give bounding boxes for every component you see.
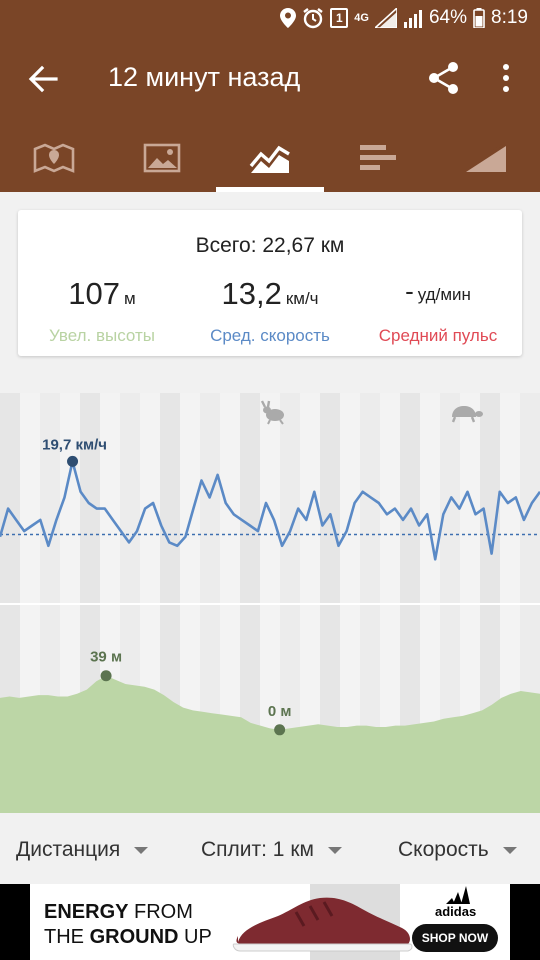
status-bar: 1 4G 64% 8:19	[0, 0, 540, 36]
elevation-area	[0, 675, 540, 813]
shoe-image	[232, 897, 413, 952]
speed-max-marker	[67, 455, 79, 467]
page-title: 12 минут назад	[108, 62, 301, 92]
elevation-label: Увел. высоты	[49, 326, 155, 345]
split-selector-label: Сплит: 1 км	[201, 838, 314, 861]
ad-slogan-word: ENERGY	[44, 901, 129, 923]
tab-bar	[0, 124, 540, 192]
adidas-logo-icon	[446, 886, 470, 904]
elevation-max-label: 39 м	[90, 649, 122, 666]
sim-icon: 1	[330, 8, 349, 28]
metric-selector-label: Скорость	[398, 838, 489, 861]
ad-brand: adidas	[435, 904, 477, 919]
elevation-icon	[466, 144, 506, 172]
network-type: 4G	[354, 12, 369, 24]
workout-chart[interactable]: 19,7 км/ч 39 м 0 м	[0, 393, 540, 813]
chart-selectors: Дистанция Сплит: 1 км Скорость	[0, 816, 540, 884]
split-selector[interactable]: Сплит: 1 км	[201, 838, 342, 862]
chevron-down-icon	[327, 846, 342, 854]
bars-icon	[360, 145, 396, 170]
pulse-stat: - уд/мин Средний пульс	[354, 276, 522, 345]
tab-splits[interactable]	[324, 124, 432, 192]
ad-slogan-word: UP	[178, 926, 212, 948]
speed-value: 13,2	[221, 276, 282, 311]
pulse-unit: уд/мин	[417, 285, 471, 304]
speed-line	[0, 460, 540, 561]
app-bar: 12 минут назад	[0, 36, 540, 124]
tab-chart[interactable]	[216, 124, 324, 192]
tab-map[interactable]	[0, 124, 108, 192]
map-icon	[33, 143, 75, 173]
speed-max-label: 19,7 км/ч	[42, 436, 107, 453]
back-arrow-icon[interactable]	[26, 62, 60, 96]
elevation-unit: м	[124, 289, 136, 308]
ad-slogan-word: THE	[44, 926, 90, 948]
elevation-min-marker	[274, 724, 286, 736]
elevation-max-marker	[100, 670, 112, 682]
elevation-stat: 107 м Увел. высоты	[18, 276, 186, 345]
total-distance: Всего: 22,67 км	[195, 234, 345, 257]
metric-selector[interactable]: Скорость	[398, 838, 517, 862]
summary-card: Всего: 22,67 км 107 м Увел. высоты 13,2 км…	[18, 210, 522, 356]
pulse-label: Средний пульс	[378, 326, 498, 345]
shop-now-button[interactable]: SHOP NOW	[412, 924, 498, 952]
elevation-value: 107	[68, 276, 121, 311]
battery-percent: 64%	[428, 7, 468, 28]
ad-banner[interactable]: ENERGY FROM THE GROUND UP adidas SHOP NO…	[0, 884, 540, 960]
ad-content[interactable]: ENERGY FROM THE GROUND UP adidas SHOP NO…	[30, 884, 510, 960]
signal-icon	[374, 8, 397, 28]
tab-photos[interactable]	[108, 124, 216, 192]
speed-stat: 13,2 км/ч Сред. скорость	[186, 276, 354, 345]
speed-label: Сред. скорость	[210, 326, 330, 345]
pulse-value: -	[405, 276, 414, 306]
chevron-down-icon	[134, 846, 149, 854]
signal-icon-secondary	[403, 8, 423, 28]
location-icon	[280, 8, 297, 28]
turtle-icon	[451, 406, 483, 423]
rabbit-icon	[260, 400, 284, 425]
sim-number: 1	[335, 11, 343, 25]
tab-elevation[interactable]	[432, 124, 540, 192]
x-axis-selector[interactable]: Дистанция	[16, 838, 149, 862]
image-icon	[143, 143, 181, 173]
more-vert-icon[interactable]	[496, 60, 516, 96]
ad-slogan-word: FROM	[128, 901, 193, 923]
clock: 8:19	[491, 7, 528, 28]
chevron-down-icon	[502, 846, 517, 854]
battery-icon	[473, 8, 485, 28]
chart-svg: 19,7 км/ч 39 м 0 м	[0, 393, 540, 813]
ad-slogan: ENERGY FROM THE GROUND UP	[44, 900, 212, 950]
x-axis-selector-label: Дистанция	[16, 838, 121, 861]
speed-unit: км/ч	[285, 289, 319, 308]
ad-slogan-word: GROUND	[89, 926, 179, 948]
alarm-icon	[302, 7, 324, 29]
elevation-min-label: 0 м	[268, 703, 292, 720]
share-icon[interactable]	[426, 60, 462, 96]
chart-icon	[249, 145, 290, 173]
